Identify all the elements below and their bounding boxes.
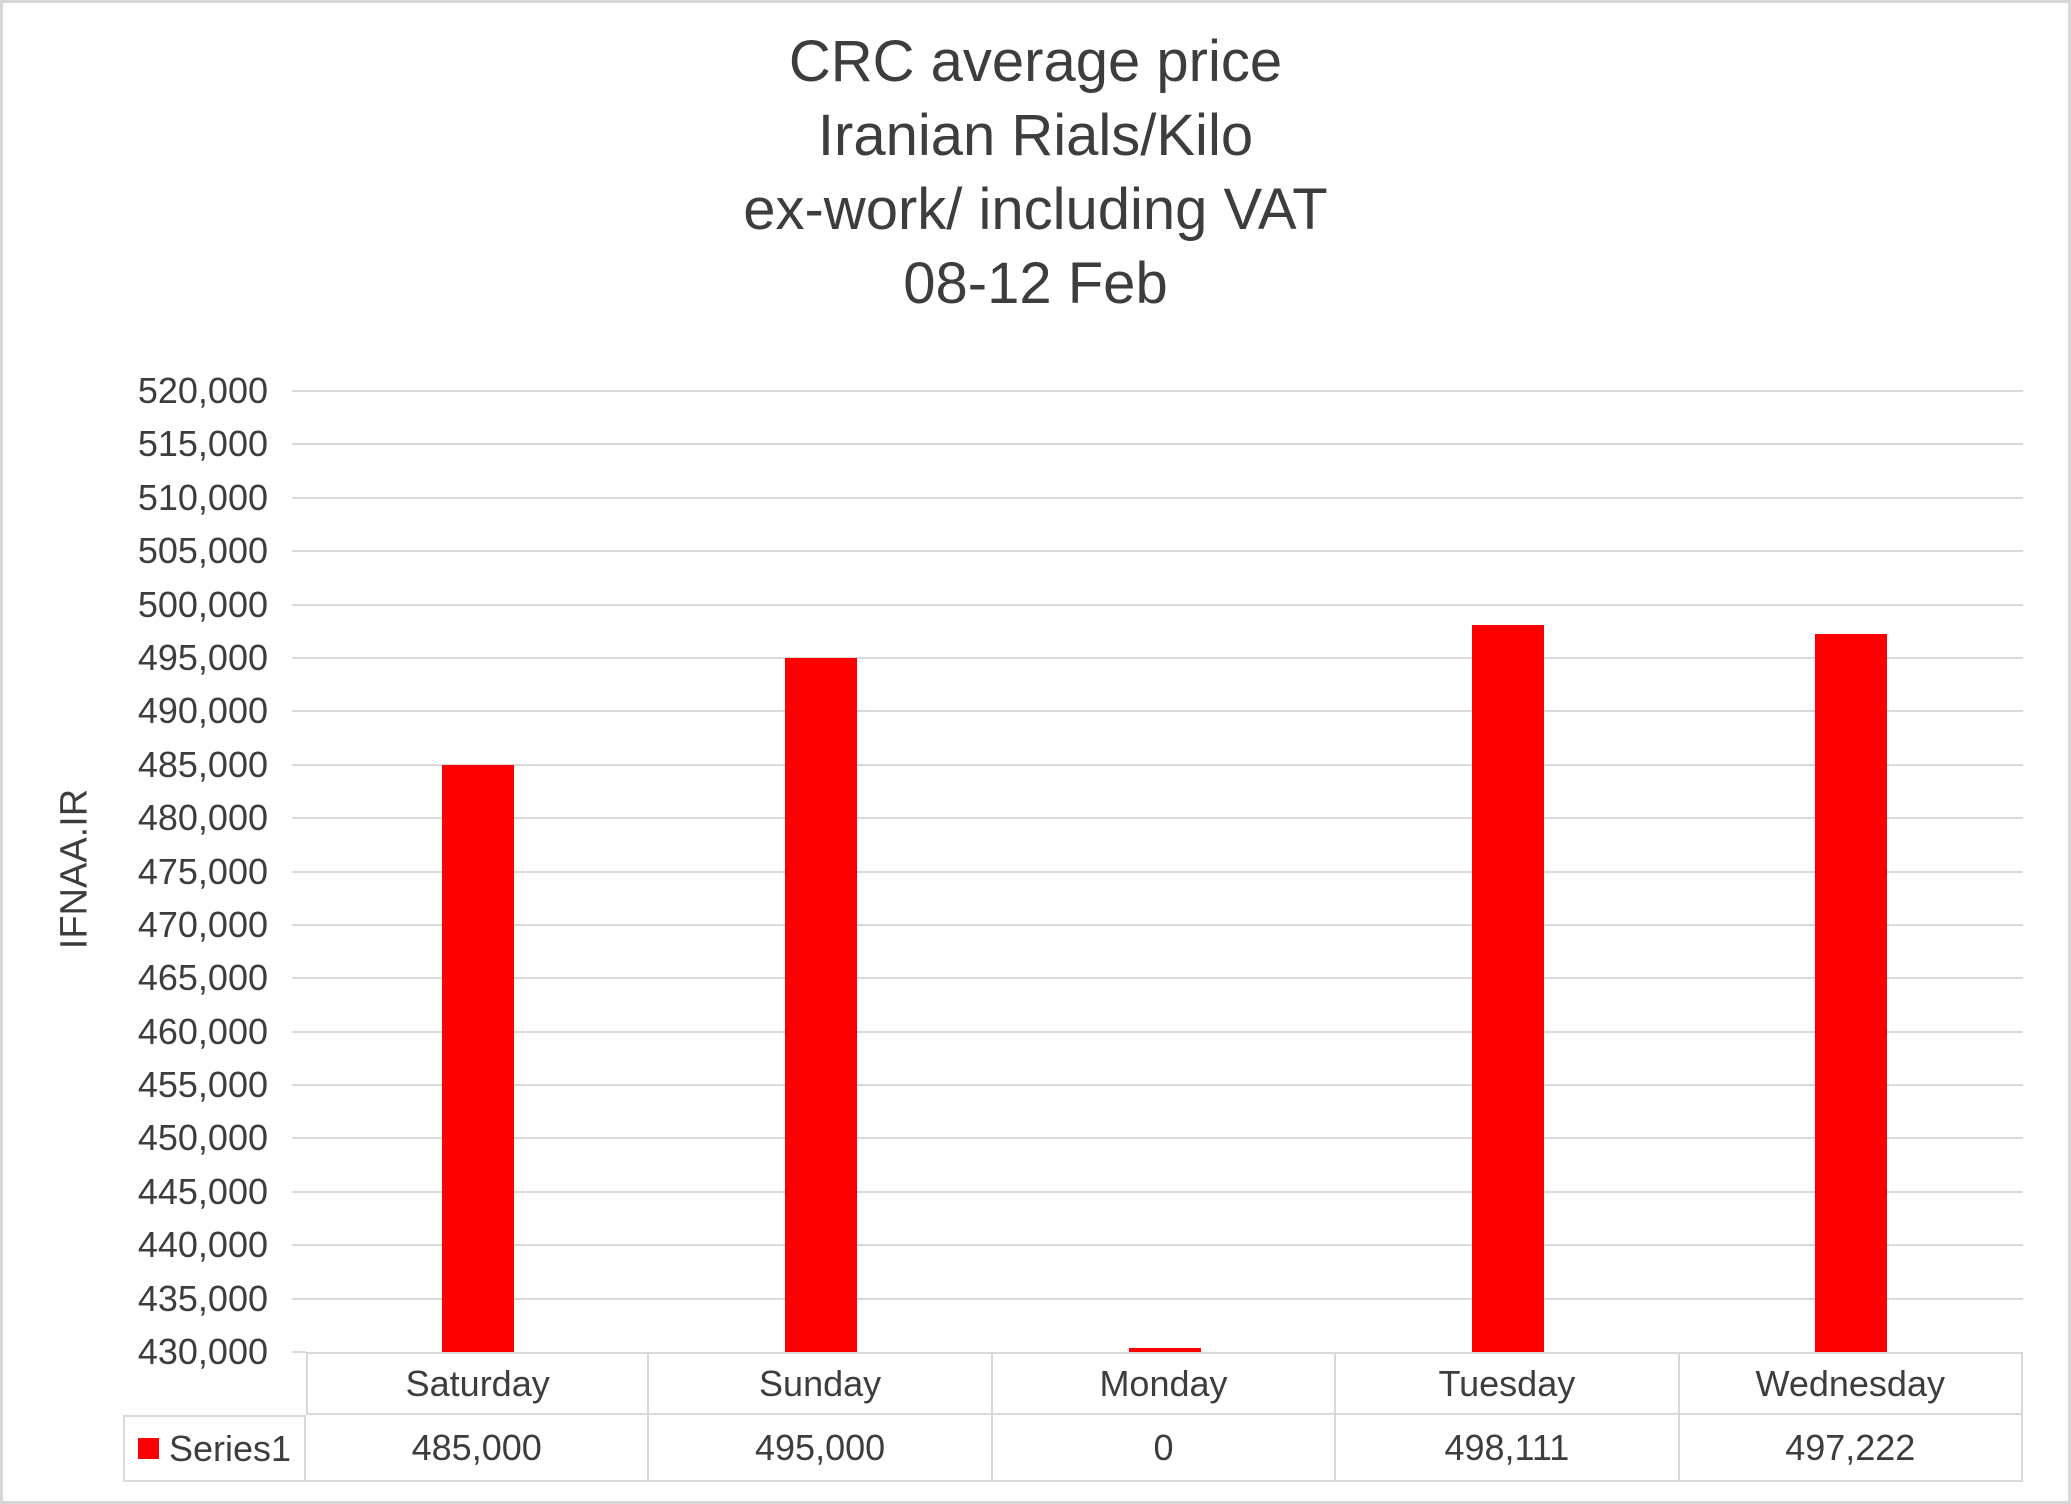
- y-axis-tick-mark: [292, 496, 306, 499]
- y-axis-tick-label: 450,000: [137, 1117, 268, 1159]
- y-axis-tick-mark: [292, 1351, 306, 1353]
- bar-sunday: [785, 657, 858, 1352]
- y-axis-tick-mark: [292, 443, 306, 446]
- y-axis-tick-mark: [292, 710, 306, 713]
- gridline: [306, 1244, 2023, 1247]
- bar-tuesday: [1471, 624, 1544, 1352]
- gridline: [306, 390, 2023, 392]
- table-header-monday: Monday: [992, 1352, 1337, 1415]
- data-table: Saturday Sunday Monday Tuesday Wednesday Seri…: [123, 1352, 2023, 1482]
- y-axis-tick-label: 470,000: [137, 903, 268, 945]
- y-axis-tick-mark: [292, 656, 306, 659]
- table-header-saturday: Saturday: [306, 1352, 650, 1415]
- gridline: [306, 1297, 2023, 1300]
- gridline: [306, 656, 2023, 659]
- y-axis-tick-label: 465,000: [137, 957, 268, 999]
- table-corner-cell: [123, 1352, 306, 1415]
- series1-marker-icon: [137, 1438, 159, 1459]
- gridline: [306, 1137, 2023, 1140]
- gridline: [306, 763, 2023, 766]
- bar-wednesday: [1815, 634, 1888, 1352]
- y-axis-tick-mark: [292, 390, 306, 392]
- chart-title: CRC average price Iranian Rials/Kilo ex-…: [743, 29, 1328, 316]
- y-axis-tick-label: 480,000: [137, 797, 268, 839]
- gridline: [306, 496, 2023, 499]
- y-axis-tick-label: 505,000: [137, 530, 268, 572]
- y-axis-tick-label: 460,000: [137, 1010, 268, 1052]
- y-axis-tick-mark: [292, 977, 306, 980]
- y-axis-tick-label: 440,000: [137, 1224, 268, 1266]
- gridline: [306, 977, 2023, 980]
- gridline: [306, 1084, 2023, 1087]
- y-axis-tick-label: 475,000: [137, 850, 268, 892]
- y-axis-tick-mark: [292, 1084, 306, 1087]
- gridline: [306, 923, 2023, 926]
- bar-monday: [1128, 1348, 1201, 1352]
- table-header-wednesday: Wednesday: [1679, 1352, 2023, 1415]
- gridline: [306, 870, 2023, 873]
- y-axis-tick-mark: [292, 763, 306, 766]
- table-value-monday: 0: [992, 1415, 1337, 1482]
- table-value-saturday: 485,000: [306, 1415, 650, 1482]
- y-axis-tick-mark: [292, 923, 306, 926]
- plot-area: 520,000 515,000 510,000 505,000 500,000 495,0…: [3, 3, 2068, 1501]
- y-axis-tick-mark: [292, 1297, 306, 1300]
- y-axis-tick-label: 495,000: [137, 636, 268, 678]
- bar-saturday: [441, 764, 514, 1352]
- gridline: [306, 1030, 2023, 1033]
- gridline: [306, 603, 2023, 606]
- legend-cell: Series1: [123, 1415, 306, 1482]
- table-header-sunday: Sunday: [649, 1352, 993, 1415]
- y-axis-tick-label: 435,000: [137, 1277, 268, 1319]
- y-axis-tick-mark: [292, 1190, 306, 1193]
- y-axis-tick-label: 490,000: [137, 690, 268, 732]
- y-axis-tick-mark: [292, 1030, 306, 1033]
- y-axis-tick-label: 500,000: [137, 583, 268, 625]
- y-axis-tick-label: 510,000: [137, 476, 268, 518]
- y-axis-tick-mark: [292, 1137, 306, 1140]
- y-axis-tick-mark: [292, 817, 306, 820]
- table-value-sunday: 495,000: [649, 1415, 993, 1482]
- y-axis-tick-mark: [292, 550, 306, 553]
- table-header-tuesday: Tuesday: [1336, 1352, 1680, 1415]
- table-value-tuesday: 498,111: [1336, 1415, 1680, 1482]
- gridline: [306, 550, 2023, 553]
- legend-label: Series1: [168, 1427, 292, 1469]
- y-axis-tick-label: 430,000: [137, 1331, 268, 1372]
- y-axis-tick-label: 485,000: [137, 743, 268, 785]
- table-value-wednesday: 497,222: [1679, 1415, 2023, 1482]
- y-axis-tick-mark: [292, 870, 306, 873]
- y-axis-tick-label: 515,000: [137, 423, 268, 465]
- gridline: [306, 443, 2023, 446]
- y-axis-tick-label: 520,000: [137, 370, 268, 411]
- y-axis-tick-label: 455,000: [137, 1064, 268, 1106]
- y-axis-tick-mark: [292, 603, 306, 606]
- gridline: [306, 710, 2023, 713]
- gridline: [306, 817, 2023, 820]
- y-axis-tick-label: 445,000: [137, 1170, 268, 1212]
- y-axis-tick-mark: [292, 1244, 306, 1247]
- gridline: [306, 1190, 2023, 1193]
